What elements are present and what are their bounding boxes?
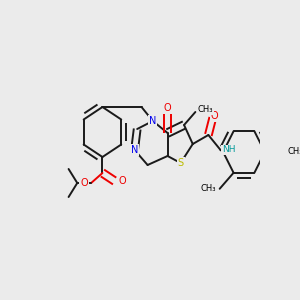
Text: CH₃: CH₃: [287, 148, 300, 157]
Text: CH₃: CH₃: [201, 184, 216, 193]
Text: S: S: [178, 158, 184, 168]
Text: CH₃: CH₃: [198, 106, 214, 115]
Text: N: N: [131, 145, 138, 155]
Text: O: O: [211, 111, 218, 121]
Text: O: O: [80, 178, 88, 188]
Text: N: N: [149, 116, 157, 126]
Text: O: O: [164, 103, 171, 113]
Text: O: O: [118, 176, 126, 186]
Text: NH: NH: [222, 146, 236, 154]
